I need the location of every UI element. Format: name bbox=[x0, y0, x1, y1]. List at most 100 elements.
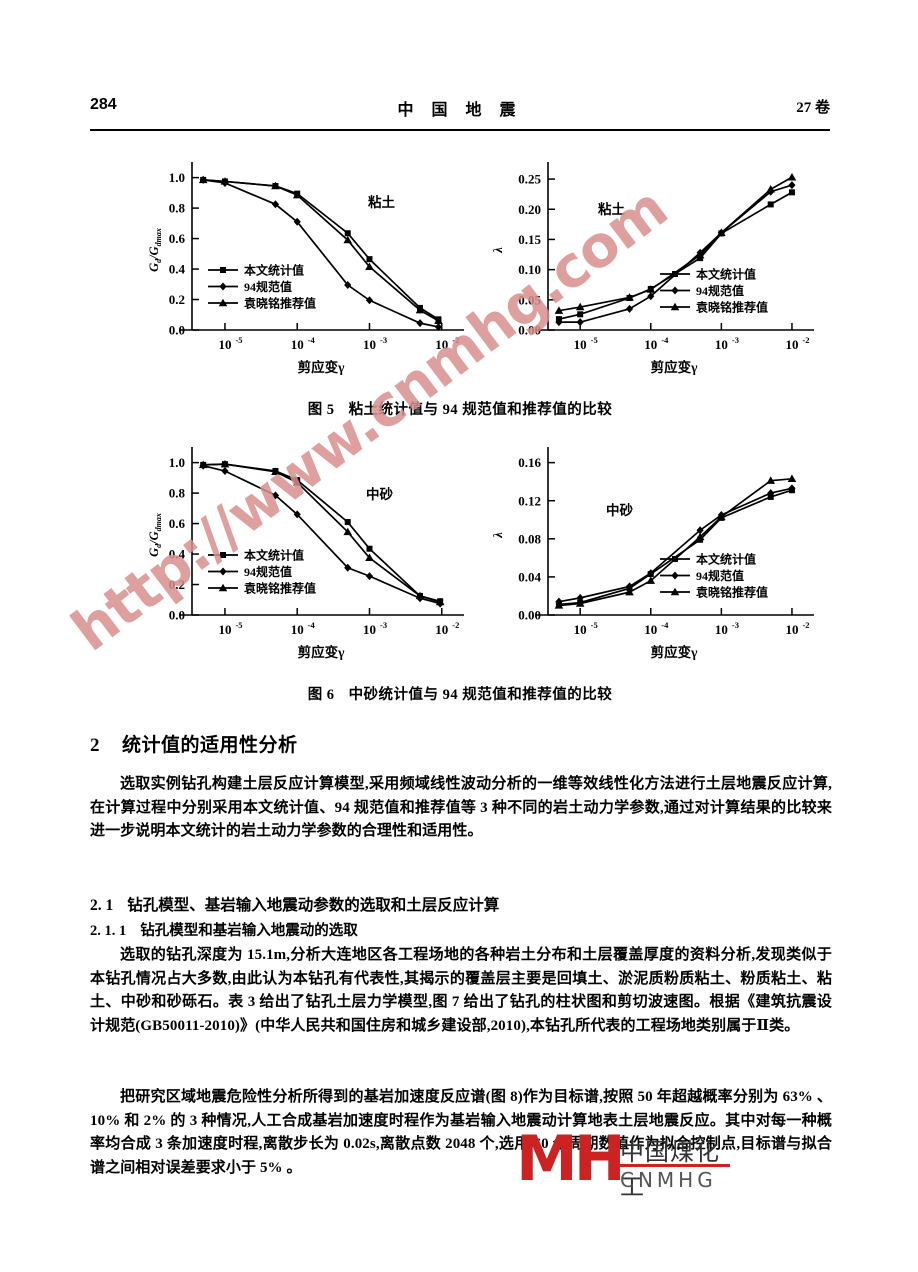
legend-label: 袁晓铭推荐值 bbox=[243, 581, 316, 596]
data-point-diamond bbox=[434, 322, 443, 331]
series-2 bbox=[199, 175, 443, 331]
x-tick-label: 10 bbox=[291, 337, 304, 352]
y-tick-label: 0.8 bbox=[169, 486, 186, 501]
legend-label: 袁晓铭推荐值 bbox=[695, 585, 768, 600]
data-point-diamond bbox=[221, 467, 229, 475]
x-tick-exponent: -2 bbox=[452, 620, 459, 630]
y-axis-label: Gd/Gdmax bbox=[147, 228, 163, 272]
data-point-diamond bbox=[219, 282, 227, 291]
data-point-square bbox=[672, 556, 678, 562]
x-tick-exponent: -4 bbox=[308, 335, 316, 345]
y-axis-label: Gd/Gdmax bbox=[147, 513, 163, 557]
section-title: 统计值的适用性分析 bbox=[122, 735, 298, 756]
subsubsection-title: 钻孔模型和基岩输入地震动的选取 bbox=[140, 923, 358, 939]
y-tick-label: 0.10 bbox=[518, 262, 541, 277]
y-tick-label: 0.6 bbox=[169, 231, 186, 246]
y-tick-label: 0.15 bbox=[518, 232, 541, 247]
data-point-square bbox=[220, 552, 226, 558]
figure-5-caption-number: 图 5 bbox=[307, 402, 335, 418]
figure-6-caption: 图 6 中砂统计值与 94 规范值和推荐值的比较 bbox=[90, 683, 830, 704]
series-line bbox=[203, 179, 439, 322]
data-point-square bbox=[220, 267, 226, 273]
data-point-triangle bbox=[766, 476, 776, 484]
data-point-diamond bbox=[647, 292, 655, 301]
data-point-triangle bbox=[434, 316, 443, 325]
x-tick-label: 10 bbox=[715, 622, 728, 637]
data-point-triangle bbox=[218, 583, 228, 592]
paragraph-2: 选取的钻孔深度为 15.1m,分析大连地区各工程场地的各种岩土分布和土层覆盖厚度… bbox=[90, 947, 832, 1034]
series-line bbox=[203, 463, 441, 603]
x-axis-label: 剪应变γ bbox=[651, 359, 698, 375]
data-point-diamond bbox=[576, 318, 584, 327]
data-point-triangle bbox=[271, 181, 280, 190]
subsubsection-number: 2. 1. 1 bbox=[90, 923, 127, 939]
data-point-triangle bbox=[292, 190, 302, 199]
data-point-triangle bbox=[554, 306, 564, 314]
y-tick-label: 1.0 bbox=[169, 170, 185, 185]
x-tick-label: 10 bbox=[785, 622, 798, 637]
x-tick-label: 10 bbox=[218, 337, 231, 352]
svg-text:Gd/Gdmax: Gd/Gdmax bbox=[147, 228, 163, 272]
x-tick-exponent: -2 bbox=[452, 335, 459, 345]
legend-label: 94规范值 bbox=[696, 568, 744, 583]
data-point-triangle bbox=[766, 185, 776, 193]
chart-svg-sand-modulus: 0.0 0.2 0.4 0.6 0.8 1.0 10 -5 10 -4 10 -3 10 -2 剪应变γ Gd… bbox=[147, 447, 464, 660]
y-tick-label: 0.0 bbox=[169, 323, 185, 338]
data-point-diamond bbox=[555, 318, 563, 327]
series-1 bbox=[200, 461, 444, 605]
x-tick-label: 10 bbox=[435, 622, 448, 637]
x-tick-exponent: -3 bbox=[732, 335, 739, 345]
x-axis-label: 剪应变γ bbox=[298, 359, 345, 375]
paragraph-1: 选取实例钻孔构建土层反应计算模型,采用频域线性波动分析的一维等效线性化方法进行土… bbox=[90, 776, 832, 840]
data-point-triangle bbox=[220, 459, 230, 468]
data-point-diamond bbox=[365, 296, 374, 305]
data-point-triangle bbox=[575, 302, 585, 311]
paragraph-3: 把研究区域地震危险性分析所得到的基岩加速度反应谱(图 8)作为目标谱,按照 50… bbox=[90, 1089, 832, 1176]
data-point-diamond bbox=[767, 489, 775, 498]
y-tick-label: 0.8 bbox=[169, 201, 186, 216]
x-axis-label: 剪应变γ bbox=[651, 644, 698, 660]
figure-6-caption-text: 中砂统计值与 94 规范值和推荐值的比较 bbox=[348, 687, 613, 703]
data-point-triangle bbox=[415, 305, 425, 314]
series-line bbox=[558, 487, 793, 603]
data-point-diamond bbox=[271, 491, 280, 500]
legend-label: 94规范值 bbox=[244, 564, 292, 579]
x-tick-exponent: -3 bbox=[380, 620, 387, 630]
y-tick-label: 0.2 bbox=[169, 577, 185, 592]
series-3 bbox=[198, 175, 443, 325]
section-heading-2: 2 统计值的适用性分析 bbox=[90, 730, 830, 757]
x-axis-label: 剪应变γ bbox=[298, 644, 345, 660]
x-tick-label: 10 bbox=[574, 337, 587, 352]
figure-6-caption-number: 图 6 bbox=[307, 687, 335, 703]
data-point-triangle bbox=[365, 553, 374, 562]
y-tick-label: 0.08 bbox=[518, 531, 541, 546]
series-line bbox=[203, 463, 441, 603]
chart-annotation: 中砂 bbox=[606, 502, 634, 518]
data-point-triangle bbox=[670, 302, 680, 311]
data-point-triangle bbox=[554, 601, 564, 609]
x-tick-label: 10 bbox=[644, 622, 657, 637]
chart-svg-clay-modulus: 0.0 0.2 0.4 0.6 0.8 1.0 10 -5 10 -4 10 -3 10 -2 剪应变γ Gd… bbox=[147, 162, 464, 375]
data-point-triangle bbox=[343, 527, 353, 536]
data-point-diamond bbox=[344, 281, 352, 290]
page-number: 284 bbox=[90, 96, 117, 113]
legend-label: 本文统计值 bbox=[696, 552, 756, 567]
chart-svg-clay-damping: 0.00 0.05 0.10 0.15 0.20 0.25 10 -5 10 -4 10 -3 10 -2… bbox=[491, 162, 814, 375]
data-point-triangle bbox=[292, 478, 302, 486]
data-point-triangle bbox=[787, 474, 797, 483]
subsection-number: 2. 1 bbox=[90, 897, 114, 914]
legend-label: 94规范值 bbox=[696, 283, 744, 298]
y-tick-label: 0.20 bbox=[518, 202, 541, 217]
x-tick-label: 10 bbox=[644, 337, 657, 352]
x-tick-exponent: -5 bbox=[235, 620, 242, 630]
svg-text:Gd/Gdmax: Gd/Gdmax bbox=[147, 513, 163, 557]
y-axis-label: λ bbox=[491, 532, 505, 539]
figure-5-caption-text: 粘土统计值与 94 规范值和推荐值的比较 bbox=[348, 402, 613, 418]
y-tick-label: 0.0 bbox=[169, 608, 185, 623]
data-point-square bbox=[767, 201, 774, 208]
y-tick-label: 0.16 bbox=[518, 455, 541, 470]
x-tick-label: 10 bbox=[574, 622, 587, 637]
